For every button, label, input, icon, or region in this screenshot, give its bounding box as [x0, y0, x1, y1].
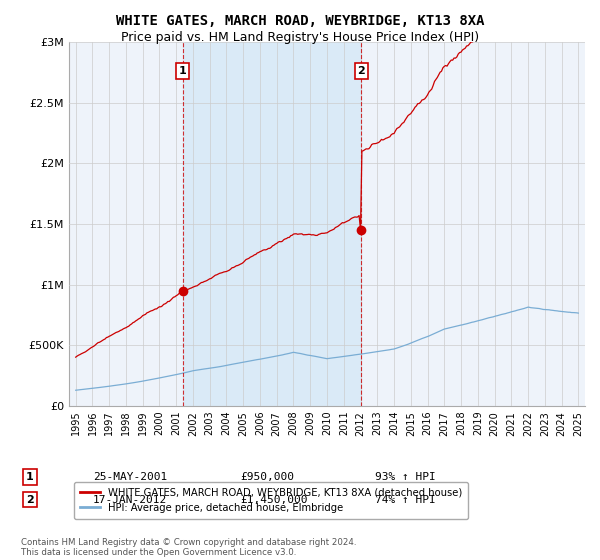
Text: 2: 2 — [26, 494, 34, 505]
Text: 1: 1 — [26, 472, 34, 482]
Text: 1: 1 — [179, 66, 187, 76]
Legend: WHITE GATES, MARCH ROAD, WEYBRIDGE, KT13 8XA (detached house), HPI: Average pric: WHITE GATES, MARCH ROAD, WEYBRIDGE, KT13… — [74, 482, 468, 519]
Text: 93% ↑ HPI: 93% ↑ HPI — [375, 472, 436, 482]
Text: 25-MAY-2001: 25-MAY-2001 — [93, 472, 167, 482]
Text: Price paid vs. HM Land Registry's House Price Index (HPI): Price paid vs. HM Land Registry's House … — [121, 31, 479, 44]
Text: 2: 2 — [358, 66, 365, 76]
Text: £950,000: £950,000 — [240, 472, 294, 482]
Text: 74% ↑ HPI: 74% ↑ HPI — [375, 494, 436, 505]
Text: WHITE GATES, MARCH ROAD, WEYBRIDGE, KT13 8XA: WHITE GATES, MARCH ROAD, WEYBRIDGE, KT13… — [116, 14, 484, 28]
Text: £1,450,000: £1,450,000 — [240, 494, 308, 505]
Text: 17-JAN-2012: 17-JAN-2012 — [93, 494, 167, 505]
Text: Contains HM Land Registry data © Crown copyright and database right 2024.
This d: Contains HM Land Registry data © Crown c… — [21, 538, 356, 557]
